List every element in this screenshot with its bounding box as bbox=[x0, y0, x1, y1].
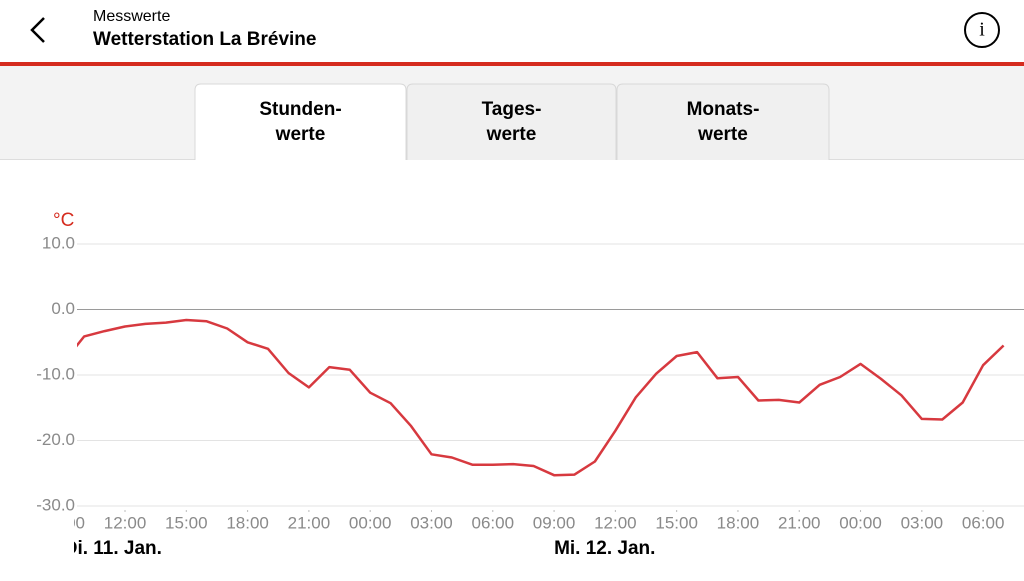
x-tick-label: 21:00 bbox=[288, 513, 331, 532]
y-tick-label: -30.0 bbox=[36, 495, 75, 514]
tab-shape bbox=[406, 83, 617, 160]
x-tick-label: 09:00 bbox=[533, 513, 576, 532]
info-icon: i bbox=[979, 19, 985, 41]
tab[interactable]: Stunden-werte bbox=[194, 83, 407, 160]
x-tick-label: 21:00 bbox=[778, 513, 821, 532]
y-tick-label: 10.0 bbox=[42, 233, 75, 252]
tab[interactable]: Tages-werte bbox=[406, 83, 617, 160]
tab[interactable]: Monats-werte bbox=[616, 83, 830, 160]
x-tick-label: 18:00 bbox=[226, 513, 269, 532]
header-rule bbox=[0, 62, 1024, 66]
day-label: Mi. 12. Jan. bbox=[554, 538, 655, 559]
tab-label: werte bbox=[275, 124, 326, 145]
x-tick-label: 06:00 bbox=[472, 513, 515, 532]
temperature-line bbox=[77, 318, 1005, 477]
tab-active-join bbox=[196, 158, 405, 161]
tab-label: Stunden- bbox=[259, 99, 341, 120]
y-tick-label: -10.0 bbox=[36, 364, 75, 383]
x-tick-label: 15:00 bbox=[655, 513, 698, 532]
tab-label: Tages- bbox=[482, 99, 542, 120]
x-tick-label: 00:00 bbox=[349, 513, 392, 532]
x-axis: 09:00 12:00 15:00 18:00 21:00 00:00 03:00 06:00… bbox=[42, 510, 1005, 559]
x-tick-label: 12:00 bbox=[104, 513, 147, 532]
info-circle bbox=[964, 12, 1000, 48]
x-tick-label: 15:00 bbox=[165, 513, 208, 532]
header-title: Wetterstation La Brévine bbox=[93, 29, 316, 50]
day-label: Di. 11. Jan. bbox=[64, 538, 162, 559]
x-tick-label: 03:00 bbox=[410, 513, 453, 532]
info-button[interactable]: i bbox=[964, 12, 1000, 48]
back-button[interactable] bbox=[30, 17, 45, 43]
tab-label: Monats- bbox=[687, 99, 760, 120]
header-subtitle: Messwerte bbox=[93, 8, 170, 25]
x-tick-label: 18:00 bbox=[717, 513, 760, 532]
x-tick-label: 06:00 bbox=[962, 513, 1005, 532]
tab-label: werte bbox=[486, 124, 537, 145]
y-axis-unit: °C bbox=[53, 210, 74, 231]
y-tick-label: -20.0 bbox=[36, 430, 75, 449]
x-tick-label: 09:00 bbox=[42, 513, 85, 532]
x-tick-label: 03:00 bbox=[901, 513, 944, 532]
x-tick-label: 00:00 bbox=[839, 513, 882, 532]
tab-shape bbox=[616, 83, 830, 160]
y-tick-label: 0.0 bbox=[51, 299, 75, 318]
x-tick-label: 12:00 bbox=[594, 513, 637, 532]
tab-shape bbox=[194, 83, 407, 160]
tab-label: werte bbox=[697, 124, 748, 145]
